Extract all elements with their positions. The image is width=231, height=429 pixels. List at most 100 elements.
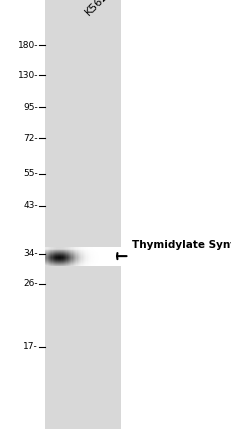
Bar (56, 249, 58, 251)
Bar (115, 257, 117, 259)
Bar (55, 263, 57, 265)
Bar (65, 255, 67, 257)
Bar (89, 254, 91, 255)
Bar (81, 260, 83, 261)
Bar (114, 264, 116, 266)
Bar (84, 251, 85, 252)
Bar (114, 256, 116, 257)
Bar (70, 260, 72, 261)
Bar (45, 264, 47, 266)
Bar (55, 260, 57, 261)
Bar (55, 251, 57, 252)
Bar (73, 252, 74, 253)
Bar (90, 256, 92, 257)
Bar (104, 258, 106, 260)
Bar (49, 255, 51, 257)
Bar (70, 250, 72, 251)
Bar (63, 261, 64, 262)
Bar (97, 254, 99, 256)
Bar (53, 252, 54, 253)
Bar (80, 250, 82, 251)
Bar (56, 254, 58, 255)
Bar (84, 257, 85, 259)
Bar (78, 254, 79, 256)
Bar (74, 259, 76, 260)
Bar (95, 260, 97, 261)
Bar (64, 257, 66, 259)
Bar (66, 257, 68, 259)
Bar (95, 254, 97, 256)
Bar (50, 248, 52, 249)
Bar (84, 248, 85, 250)
Bar (58, 263, 59, 265)
Bar (109, 259, 111, 260)
Bar (73, 258, 74, 260)
Bar (70, 256, 72, 257)
Bar (94, 257, 96, 259)
Bar (66, 249, 68, 251)
Bar (111, 248, 113, 249)
Bar (83, 254, 84, 256)
Bar (118, 262, 119, 263)
Bar (56, 260, 58, 261)
Bar (61, 254, 63, 255)
Bar (106, 248, 108, 250)
Bar (99, 251, 100, 252)
Bar (81, 264, 83, 266)
Bar (79, 261, 81, 262)
Bar (66, 262, 68, 263)
Bar (66, 260, 68, 261)
Bar (48, 260, 49, 261)
Bar (46, 251, 48, 252)
Bar (90, 254, 92, 255)
Bar (116, 249, 118, 251)
Bar (88, 257, 89, 259)
Bar (97, 252, 99, 253)
Bar (64, 259, 66, 260)
Bar (58, 260, 59, 261)
Bar (58, 263, 59, 264)
Bar (105, 263, 107, 265)
Bar (61, 263, 63, 265)
Bar (91, 264, 93, 266)
Bar (111, 260, 113, 261)
Bar (118, 252, 119, 253)
Bar (61, 256, 63, 257)
Bar (115, 255, 117, 257)
Bar (45, 263, 47, 264)
Bar (74, 257, 76, 259)
Bar (91, 262, 93, 263)
Bar (85, 252, 87, 253)
Bar (64, 263, 66, 264)
Bar (86, 254, 88, 255)
Bar (51, 256, 53, 257)
Bar (100, 248, 102, 250)
Bar (79, 260, 81, 261)
Bar (53, 253, 54, 254)
Bar (86, 252, 88, 253)
Bar (56, 253, 58, 254)
Bar (66, 250, 68, 251)
Bar (96, 263, 98, 265)
Bar (55, 249, 57, 251)
Bar (50, 256, 52, 257)
Bar (50, 259, 52, 260)
Bar (59, 251, 61, 252)
Bar (97, 255, 99, 257)
Bar (83, 251, 84, 252)
Bar (88, 263, 89, 265)
Bar (80, 248, 82, 249)
Bar (70, 261, 72, 262)
Bar (108, 263, 109, 264)
Bar (84, 249, 85, 251)
Bar (95, 252, 97, 253)
Bar (78, 255, 79, 257)
Bar (76, 249, 78, 251)
Bar (84, 254, 85, 255)
Bar (74, 264, 76, 266)
Bar (69, 261, 70, 262)
Bar (69, 248, 70, 250)
Bar (59, 252, 61, 253)
Bar (114, 259, 116, 260)
Bar (99, 253, 100, 254)
